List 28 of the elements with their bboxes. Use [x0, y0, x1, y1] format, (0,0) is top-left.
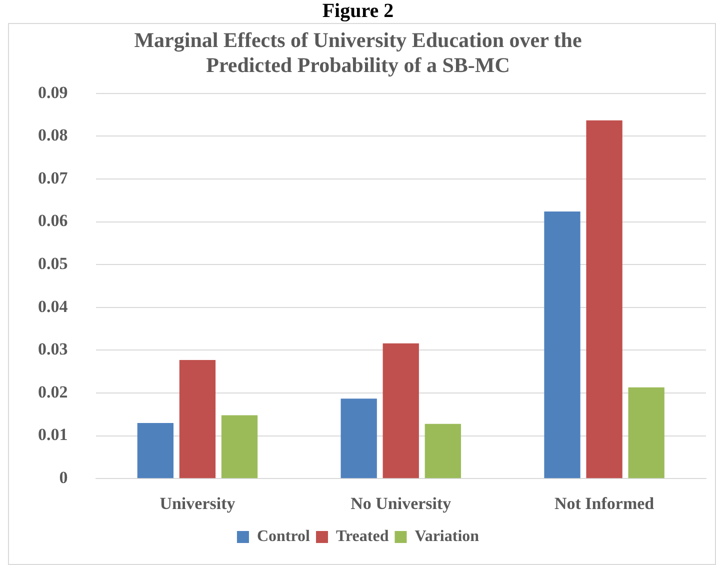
text: Predicted Probability of a SB-MC [206, 53, 510, 78]
y-tick-label: 0 [59, 468, 68, 487]
x-tick-label: Not Informed [554, 494, 655, 514]
y-tick-label: 0.08 [38, 126, 68, 145]
bar [221, 415, 258, 478]
y-tick-label: 0.09 [38, 82, 68, 102]
y-tick-label: 0.01 [38, 425, 68, 444]
y-tick-label: 0.02 [38, 382, 68, 402]
y-tick-label: 0.06 [38, 211, 68, 230]
bar [382, 343, 419, 478]
y-tick-label: 0.07 [38, 168, 68, 188]
x-tick-label: No University [350, 494, 452, 514]
legend-label: Control [256, 528, 311, 546]
bar [586, 120, 622, 478]
text: Marginal Effects of University Education over the [134, 28, 582, 52]
bar [544, 212, 580, 478]
bar [628, 387, 664, 478]
bar [179, 360, 216, 478]
x-tick-label: University [160, 494, 236, 514]
legend-label: Treated [336, 528, 389, 546]
bar [340, 398, 377, 478]
y-tick-label: 0.03 [38, 340, 68, 359]
legend-label: Variation [414, 528, 480, 546]
caption: Figure 2 [321, 0, 395, 22]
bar [424, 424, 461, 478]
y-tick-label: 0.04 [38, 296, 68, 316]
y-tick-label: 0.05 [38, 254, 68, 273]
bar [137, 422, 174, 478]
